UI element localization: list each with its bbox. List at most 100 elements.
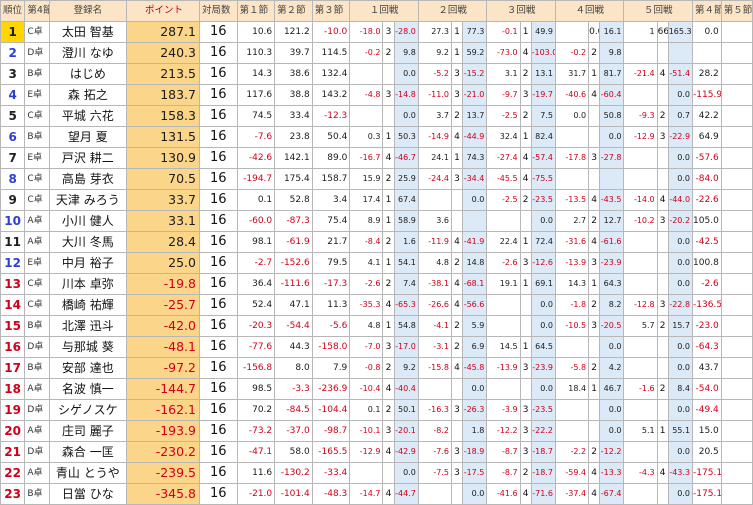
round-rank: 3 [588, 315, 601, 337]
section-5-score [720, 168, 753, 190]
round-rank [656, 483, 669, 505]
round-score: 165.3 [667, 21, 694, 43]
round-score [667, 42, 694, 64]
games-cell: 16 [198, 126, 238, 148]
round-rank: 2 [382, 42, 395, 64]
round-rank: 3 [450, 63, 464, 85]
table-row: 18 A卓 名波 慎一 -144.7 16 98.5 -3.3 -236.9 -10.4 4 -40… [0, 378, 753, 400]
round-rank: 2 [382, 357, 395, 379]
header-games: 対局数 [198, 0, 238, 22]
table-row: 22 A卓 青山 とうや -239.5 16 11.6 -130.2 -33.4 0.0 -7.5… [0, 462, 753, 484]
section-score: 47.1 [274, 294, 313, 316]
header-round-2: ２回戦 [417, 0, 488, 22]
round-delta [623, 399, 658, 421]
round-delta: -0.1 [486, 21, 521, 43]
round-score: 0.0 [393, 63, 419, 85]
round-delta: 22.4 [486, 231, 521, 253]
section-score: -10.0 [311, 21, 351, 43]
round-score: 0.0 [667, 273, 694, 295]
section-score: -48.3 [311, 483, 351, 505]
section-score: -111.6 [274, 273, 313, 295]
round-rank: 3 [450, 462, 464, 484]
round-score: 74.3 [462, 147, 488, 169]
round-delta: -5.8 [554, 357, 590, 379]
round-rank [519, 210, 532, 232]
round-delta: -41.6 [486, 483, 521, 505]
points-cell: 33.7 [126, 189, 200, 211]
round-score: 0.0 [667, 231, 694, 253]
round-rank: 2 [519, 189, 532, 211]
round-rank: 3 [656, 294, 669, 316]
round-delta [623, 147, 658, 169]
section-score: 98.5 [236, 378, 276, 400]
section-5-score [720, 441, 753, 463]
round-rank: 3 [450, 399, 464, 421]
section-5-score [720, 84, 753, 106]
section-score: -130.2 [274, 462, 313, 484]
round-score: 0.7 [667, 105, 694, 127]
games-cell: 16 [198, 210, 238, 232]
round-delta: 0.3 [349, 126, 384, 148]
group-cell: D卓 [24, 399, 50, 421]
player-name: 日當 ひな [48, 483, 128, 505]
round-score: 9.8 [393, 42, 419, 64]
section-5-score [720, 294, 753, 316]
round-score: 8.4 [667, 378, 694, 400]
section-5-score [720, 231, 753, 253]
player-name: 天津 みろう [48, 189, 128, 211]
round-score: -61.6 [599, 231, 625, 253]
player-name: 橋崎 祐輝 [48, 294, 128, 316]
round-score: 0.0 [667, 252, 694, 274]
round-score: -20.5 [599, 315, 625, 337]
round-score: -60.4 [599, 84, 625, 106]
round-rank: 1 [656, 420, 669, 442]
round-score: -45.8 [462, 357, 488, 379]
round-rank: 2 [382, 231, 395, 253]
rank-cell: 10 [0, 210, 26, 232]
player-name: 平城 六花 [48, 105, 128, 127]
round-delta: -14.9 [417, 126, 453, 148]
group-cell: A卓 [24, 210, 50, 232]
section-4-score: 42.2 [692, 105, 722, 127]
section-score: -60.0 [236, 210, 276, 232]
section-5-score [720, 378, 753, 400]
round-delta [349, 105, 384, 127]
table-row: 9 C卓 天津 みろう 33.7 16 0.1 52.8 3.4 17.4 1 67.4 0.0 -2.… [0, 189, 753, 211]
round-score: 59.2 [462, 42, 488, 64]
round-rank: 1 [519, 21, 532, 43]
table-row: 5 C卓 平城 六花 158.3 16 74.5 33.4 -12.3 0.0 3.7 2 13.7-… [0, 105, 753, 127]
rank-cell: 6 [0, 126, 26, 148]
round-score: -22.9 [667, 126, 694, 148]
round-rank [450, 420, 464, 442]
round-score: 0.0 [667, 483, 694, 505]
round-rank [382, 105, 395, 127]
header-round-4: ４回戦 [554, 0, 625, 22]
round-rank [519, 315, 532, 337]
round-rank: 4 [450, 294, 464, 316]
points-cell: 240.3 [126, 42, 200, 64]
games-cell: 16 [198, 84, 238, 106]
round-score: 54.1 [393, 252, 419, 274]
round-score: 0.0 [667, 336, 694, 358]
round-delta [554, 399, 590, 421]
round-score: -51.4 [667, 63, 694, 85]
games-cell: 16 [198, 378, 238, 400]
section-5-score [720, 105, 753, 127]
section-4-score: -49.4 [692, 399, 722, 421]
round-delta [554, 420, 590, 442]
section-5-score [720, 462, 753, 484]
round-delta: 9.2 [417, 42, 453, 64]
section-5-score [720, 210, 753, 232]
games-cell: 16 [198, 42, 238, 64]
round-delta: 1 [623, 21, 658, 43]
section-score: -165.5 [311, 441, 351, 463]
round-delta: -2.6 [486, 252, 521, 274]
round-delta: 31.7 [554, 63, 590, 85]
section-5-score [720, 315, 753, 337]
round-delta: 32.4 [486, 126, 521, 148]
section-score: 132.4 [311, 63, 351, 85]
round-rank: 3 [588, 252, 601, 274]
player-name: 望月 夏 [48, 126, 128, 148]
player-name: 青山 とうや [48, 462, 128, 484]
round-delta: -38.1 [417, 273, 453, 295]
